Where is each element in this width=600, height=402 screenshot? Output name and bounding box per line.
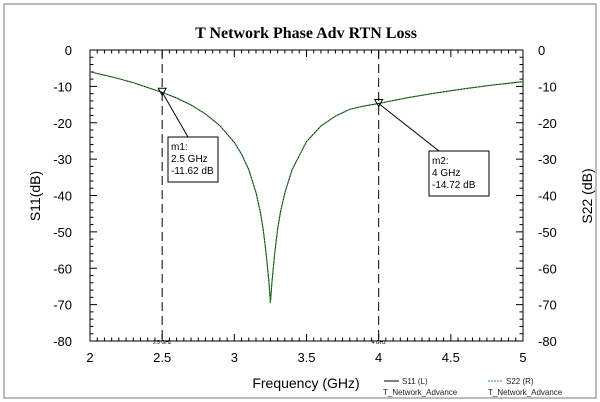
y-axis-label-left: S11(dB) xyxy=(27,171,43,221)
chart-title: T Network Phase Adv RTN Loss xyxy=(195,25,417,42)
legend-item-s22: S22 (R) T_Network_Advance xyxy=(488,377,563,397)
axis-ticks xyxy=(89,49,524,342)
y-tick-label-right: -60 xyxy=(538,261,557,276)
marker-label-m1: -11.62 dB xyxy=(171,166,214,177)
x-tick-label: 2 xyxy=(86,350,93,365)
y-tick-label-right: -70 xyxy=(538,298,557,313)
marker-axis-label-m2: 4 GHz xyxy=(372,340,387,346)
marker-label-m1: m1: xyxy=(171,142,188,153)
y-tick-label-right: -10 xyxy=(538,79,557,94)
y-tick-label-left: -70 xyxy=(53,298,72,313)
legend-label-s11: S11 (L) xyxy=(402,377,428,386)
x-tick-label: 4 xyxy=(375,350,382,365)
y-tick-label-left: -80 xyxy=(53,334,72,349)
marker-box-m1 xyxy=(167,136,219,183)
y-tick-label-right: 0 xyxy=(538,43,545,58)
marker-leader-m1 xyxy=(161,92,189,138)
marker-box-m2 xyxy=(428,150,490,197)
x-tick-label: 4.5 xyxy=(442,350,460,365)
figure-frame xyxy=(3,3,597,399)
y-tick-label-left: 0 xyxy=(65,43,72,58)
marker-label-m2: m2: xyxy=(432,156,449,167)
marker-point-m1 xyxy=(157,87,168,97)
y-tick-label-right: -40 xyxy=(538,189,557,204)
y-tick-label-right: -20 xyxy=(538,116,557,131)
legend-label-s22: S22 (R) xyxy=(506,377,534,386)
y-tick-labels-right: 0 -10 -20 -30 -40 -50 -60 -70 -80 xyxy=(538,43,557,349)
marker-lines: 2.5 GHz 4 GHz xyxy=(153,50,386,346)
marker-point-m2 xyxy=(373,99,384,108)
x-tick-label: 3 xyxy=(231,350,238,365)
x-tick-label: 3.5 xyxy=(297,350,315,365)
series-group xyxy=(89,71,524,303)
y-tick-label-left: -20 xyxy=(53,116,72,131)
y-tick-labels-left: 0 -10 -20 -30 -40 -50 -60 -70 -80 xyxy=(53,43,72,349)
marker-label-m2: 4 GHz xyxy=(432,168,460,179)
legend-source-s22: T_Network_Advance xyxy=(488,388,563,397)
series-line-s22 xyxy=(89,71,524,303)
legend-item-s11: S11 (L) T_Network_Advance xyxy=(383,377,458,397)
y-tick-label-left: -40 xyxy=(53,189,72,204)
legend-source-s11: T_Network_Advance xyxy=(383,388,458,397)
x-tick-label: 2.5 xyxy=(153,350,171,365)
y-tick-label-right: -80 xyxy=(538,334,557,349)
y-tick-label-right: -30 xyxy=(538,152,557,167)
y-tick-label-left: -30 xyxy=(53,152,72,167)
marker-axis-label-m1: 2.5 GHz xyxy=(153,340,172,346)
y-tick-label-left: -10 xyxy=(53,79,72,94)
x-tick-labels: 2 2.5 3 3.5 4 4.5 5 xyxy=(86,350,526,365)
x-axis-label: Frequency (GHz) xyxy=(252,375,359,391)
marker-leader-m2 xyxy=(378,103,440,152)
marker-label-m1: 2.5 GHz xyxy=(171,154,208,165)
markers-group: m1:2.5 GHz-11.62 dB m2:4 GHz-14.72 dB xyxy=(157,87,490,197)
marker-label-m2: -14.72 dB xyxy=(432,180,476,191)
y-tick-label-right: -50 xyxy=(538,225,557,240)
x-tick-label: 5 xyxy=(519,350,526,365)
y-tick-label-left: -50 xyxy=(53,225,72,240)
legend: S11 (L) T_Network_Advance S22 (R) T_Netw… xyxy=(383,377,563,397)
y-tick-label-left: -60 xyxy=(53,261,72,276)
y-axis-label-right: S22 (dB) xyxy=(579,168,595,223)
